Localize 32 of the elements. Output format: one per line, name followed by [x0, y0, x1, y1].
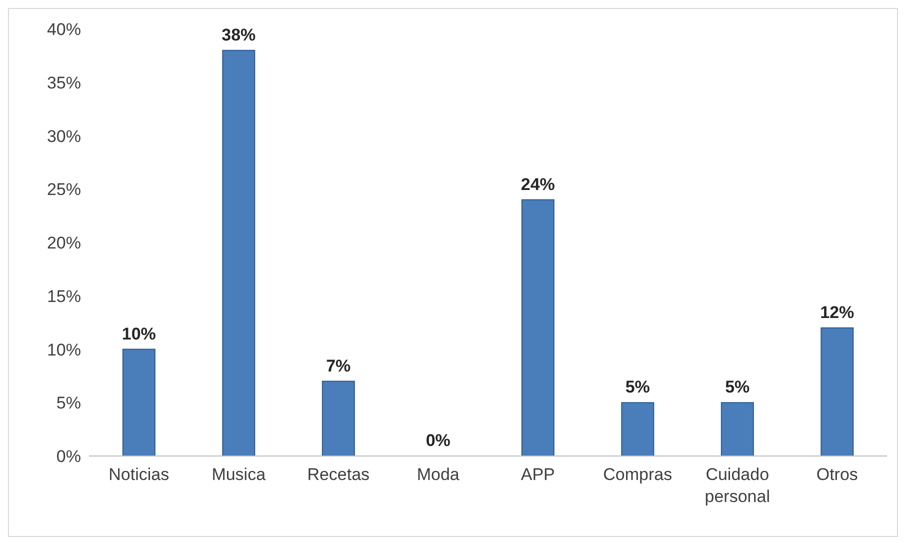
y-tick-label: 35%: [46, 73, 81, 92]
y-tick-label: 25%: [46, 180, 81, 200]
y-tick-label: 0%: [56, 447, 81, 466]
x-tick-label: APP: [520, 465, 555, 484]
x-tick-label: Moda: [416, 465, 460, 484]
x-tick-label: Compras: [603, 465, 672, 484]
y-tick-label: 30%: [46, 126, 81, 146]
bar: [122, 348, 156, 456]
data-label: 5%: [725, 378, 750, 397]
y-tick-label: 5%: [56, 394, 81, 413]
data-label: 7%: [326, 356, 351, 376]
x-tick-label: Musica: [212, 465, 266, 484]
x-tick-label: Noticias: [108, 465, 170, 484]
y-tick-label: 15%: [46, 286, 81, 306]
x-tick-label: Otros: [816, 465, 858, 484]
y-tick-label: 10%: [46, 340, 81, 360]
bar: [222, 50, 256, 456]
data-label: 5%: [625, 378, 650, 397]
data-label: 12%: [820, 302, 854, 322]
bar: [720, 402, 754, 456]
data-label: 24%: [520, 174, 555, 194]
data-label: 38%: [222, 25, 256, 44]
bar: [820, 327, 854, 456]
data-label: 0%: [426, 431, 450, 450]
y-tick-label: 20%: [46, 234, 81, 253]
y-tick-label: 40%: [46, 20, 81, 40]
bar: [322, 380, 355, 456]
bar: [521, 199, 554, 456]
bar: [621, 402, 654, 456]
x-tick-label: Recetas: [307, 465, 370, 484]
data-label: 10%: [122, 324, 156, 344]
x-tick-label: Cuidado personal: [704, 465, 770, 506]
